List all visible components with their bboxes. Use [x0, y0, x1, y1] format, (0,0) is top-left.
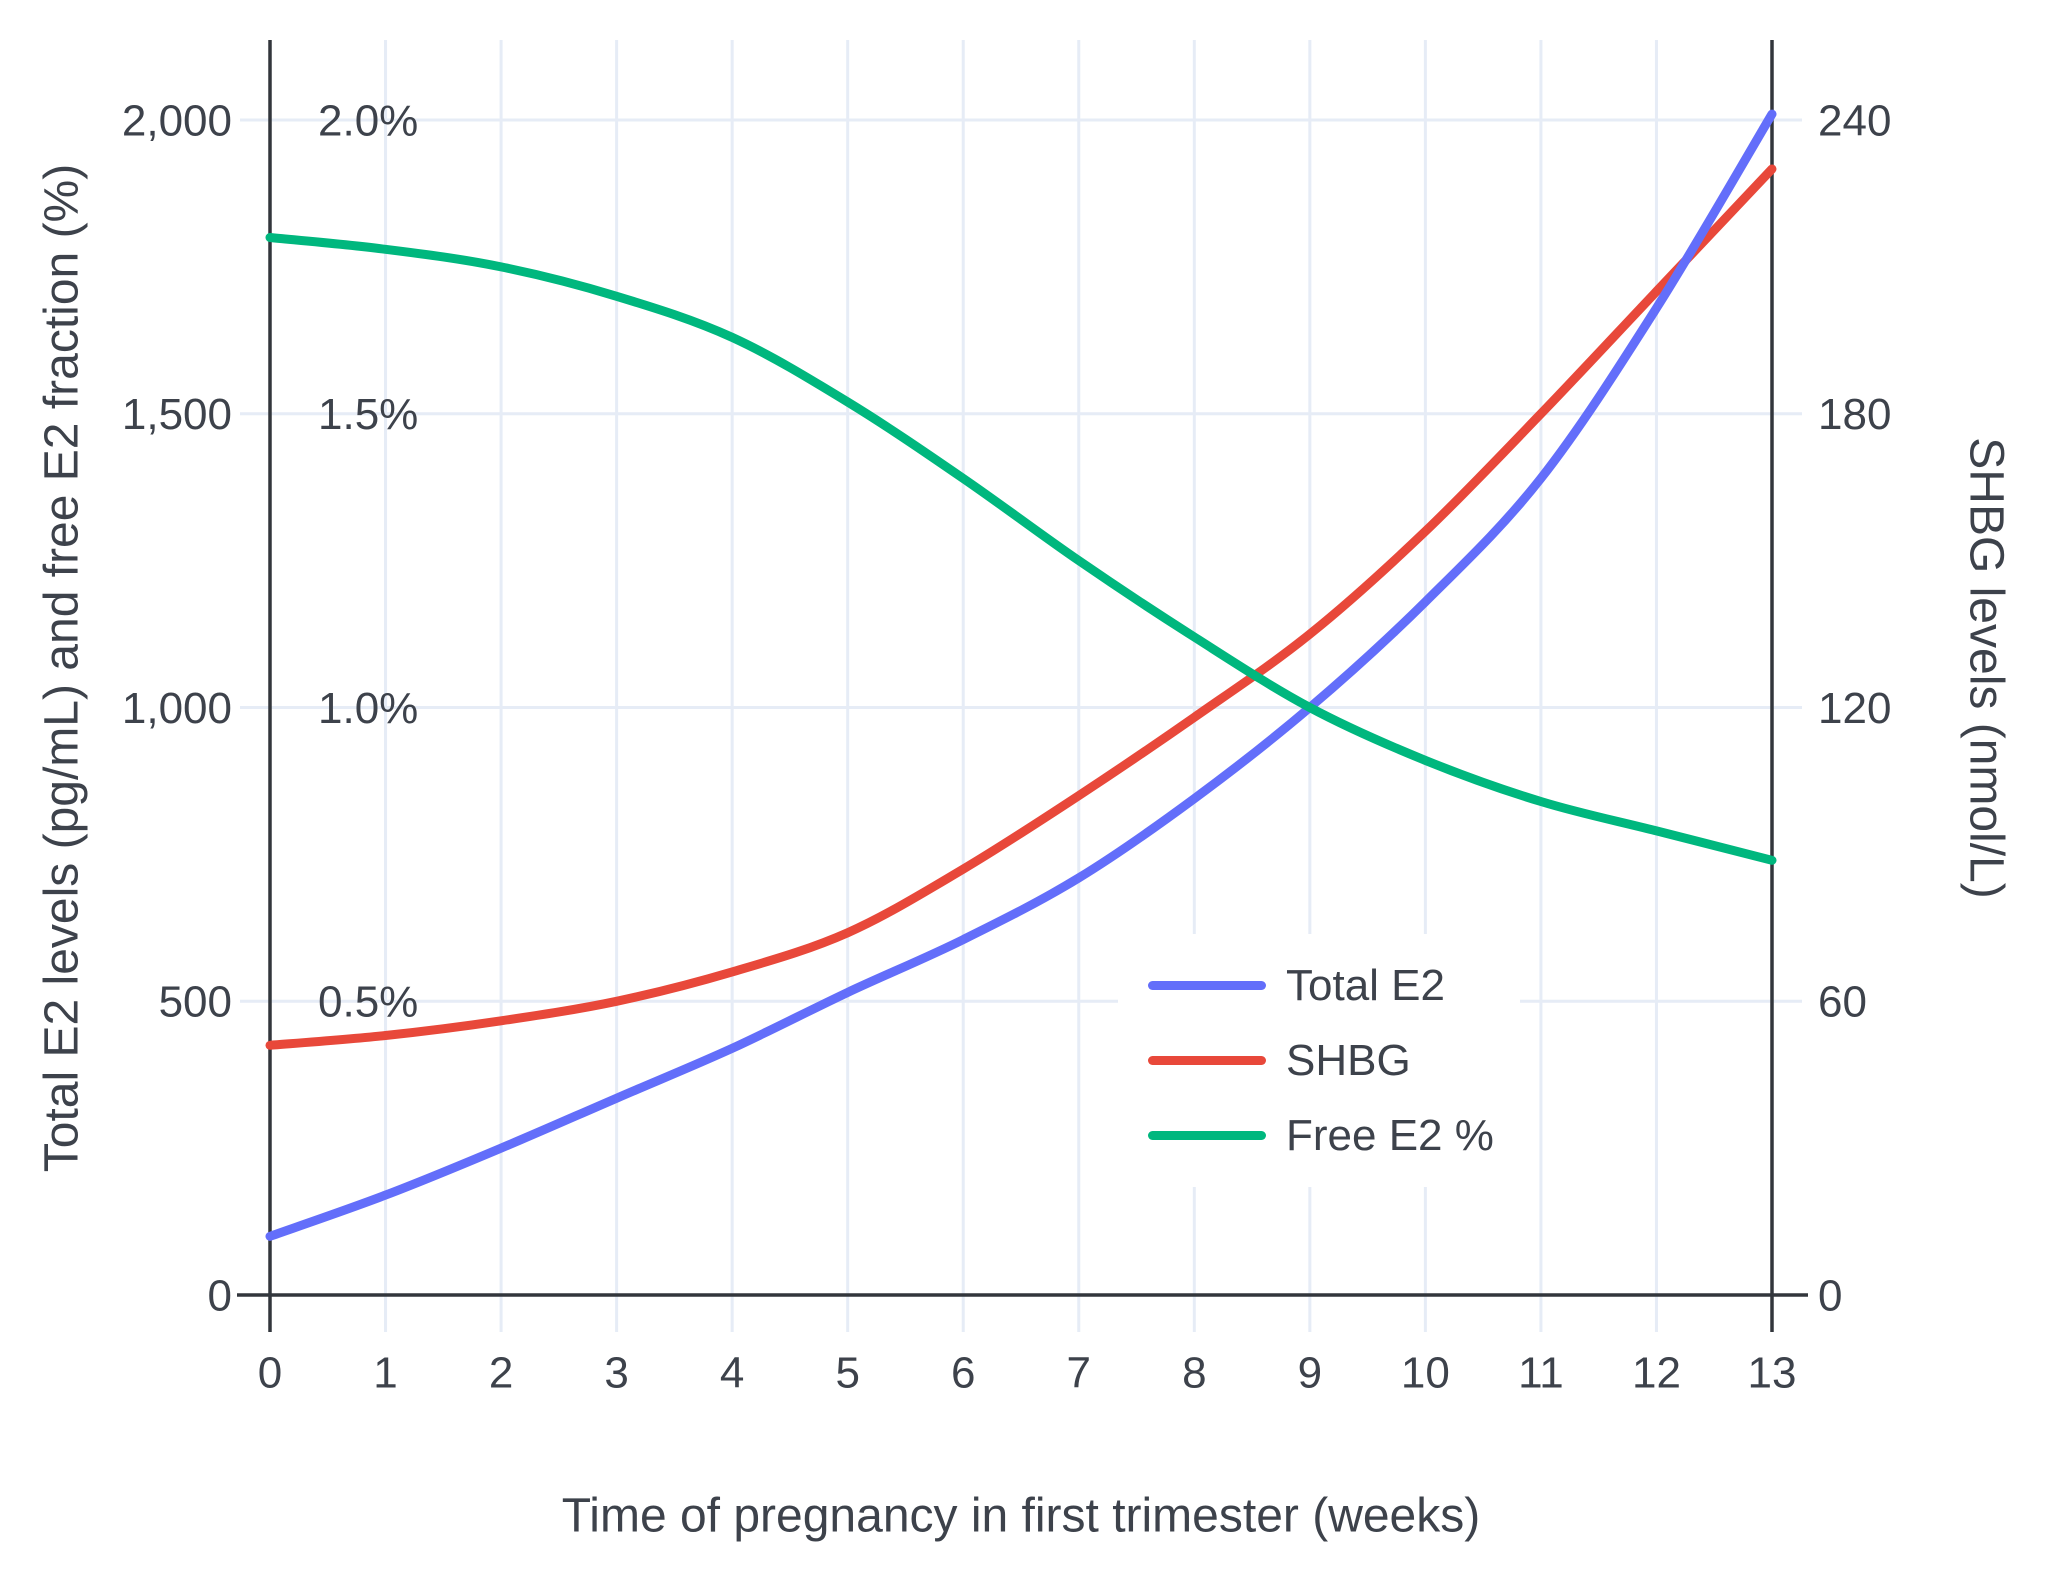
percent-tick-label-2.0%: 2.0% — [318, 96, 418, 145]
shbg-line-swatch-icon — [1148, 1056, 1266, 1065]
legend-item-total-e2: Total E2 — [1148, 948, 1494, 1023]
left-tick-label-0: 0 — [208, 1271, 232, 1320]
x-tick-label-1: 1 — [373, 1348, 397, 1397]
x-tick-label-9: 9 — [1298, 1348, 1322, 1397]
free-e2-line-swatch-icon — [1148, 1131, 1266, 1140]
percent-tick-label-1.0%: 1.0% — [318, 684, 418, 733]
right-axis-title: SHBG levels (nmol/L) — [1959, 437, 2013, 899]
legend-label-free-e2: Free E2 % — [1286, 1110, 1494, 1160]
x-tick-label-11: 11 — [1518, 1348, 1564, 1397]
x-tick-label-3: 3 — [604, 1348, 628, 1397]
left-tick-label-2,000: 2,000 — [122, 96, 232, 145]
left-axis-title: Total E2 levels (pg/mL) and free E2 frac… — [35, 163, 89, 1173]
x-tick-label-7: 7 — [1067, 1348, 1091, 1397]
right-tick-label-120: 120 — [1818, 684, 1891, 733]
legend-label-total-e2: Total E2 — [1286, 960, 1445, 1010]
legend-item-free-e2: Free E2 % — [1148, 1098, 1494, 1173]
x-tick-label-12: 12 — [1632, 1348, 1681, 1397]
series-line-free-e2 — [265, 233, 1777, 865]
total-e2-line-swatch-icon — [1148, 981, 1266, 990]
x-tick-label-6: 6 — [951, 1348, 975, 1397]
series-line-shbg — [265, 164, 1777, 1050]
left-tick-label-1,500: 1,500 — [122, 390, 232, 439]
x-tick-label-0: 0 — [258, 1348, 282, 1397]
x-tick-label-13: 13 — [1748, 1348, 1797, 1397]
x-tick-label-4: 4 — [720, 1348, 744, 1397]
series-line-total-e2 — [265, 109, 1777, 1241]
legend-item-shbg: SHBG — [1148, 1023, 1494, 1098]
left-tick-label-1,000: 1,000 — [122, 684, 232, 733]
right-tick-label-0: 0 — [1818, 1271, 1842, 1320]
x-tick-label-5: 5 — [835, 1348, 859, 1397]
percent-tick-label-0.5%: 0.5% — [318, 978, 418, 1027]
legend-label-shbg: SHBG — [1286, 1035, 1411, 1085]
right-tick-label-240: 240 — [1818, 96, 1891, 145]
right-tick-label-180: 180 — [1818, 390, 1891, 439]
x-tick-label-8: 8 — [1182, 1348, 1206, 1397]
left-tick-label-500: 500 — [159, 978, 232, 1027]
percent-tick-label-1.5%: 1.5% — [318, 390, 418, 439]
legend: Total E2 SHBG Free E2 % — [1118, 934, 1520, 1187]
right-tick-label-60: 60 — [1818, 978, 1867, 1027]
x-tick-label-2: 2 — [489, 1348, 513, 1397]
x-axis-title: Time of pregnancy in first trimester (we… — [561, 1489, 1481, 1543]
x-tick-label-10: 10 — [1401, 1348, 1450, 1397]
